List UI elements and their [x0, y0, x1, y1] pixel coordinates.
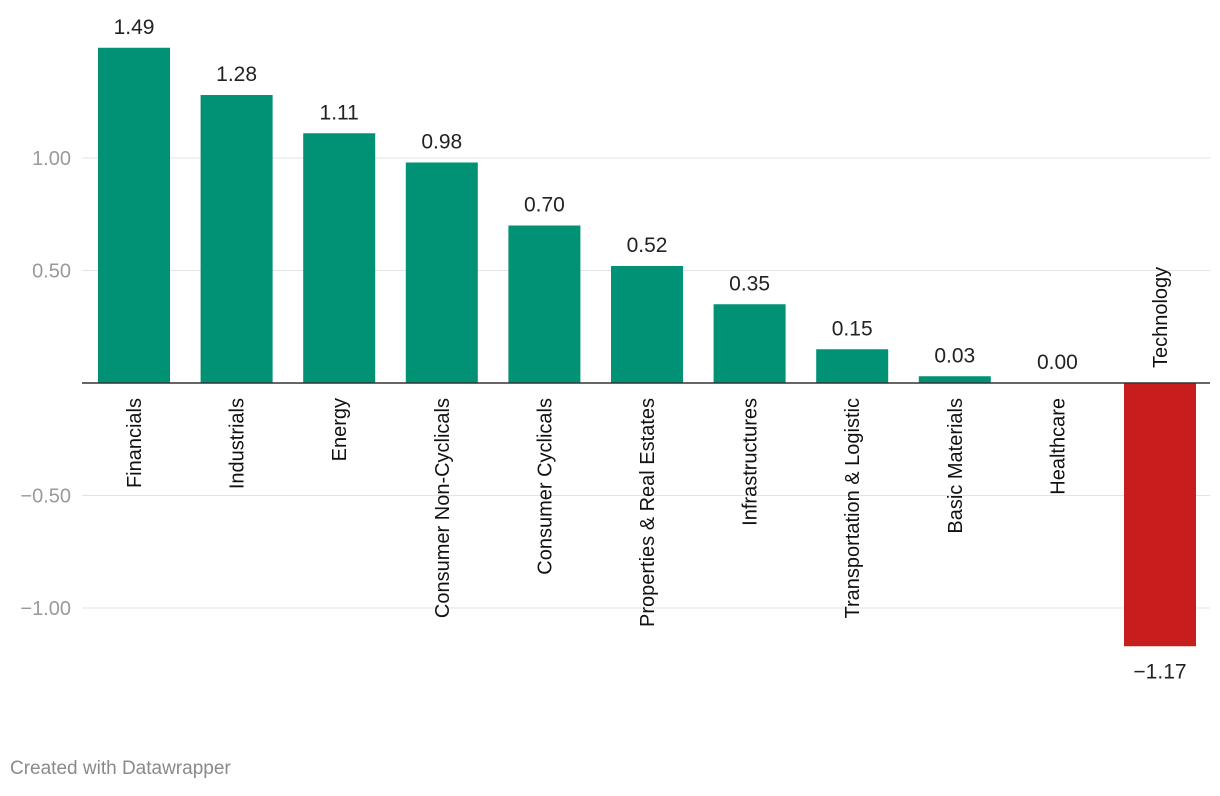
- bar-energy: [303, 133, 376, 383]
- bar-properties-real-estates: [611, 266, 683, 383]
- category-label: Properties & Real Estates: [637, 398, 659, 627]
- category-labels: Financials Industrials Energy Consumer Non-…: [124, 267, 1172, 627]
- value-label: 0.70: [524, 194, 565, 217]
- value-label: 0.00: [1037, 351, 1078, 374]
- bar-consumer-non-cyclicals: [405, 162, 478, 383]
- y-tick-label: 1.00: [32, 148, 71, 170]
- value-label: −1.17: [1133, 660, 1186, 683]
- category-label: Industrials: [227, 398, 249, 489]
- value-label: 0.52: [627, 234, 668, 257]
- value-label: 0.35: [729, 272, 770, 295]
- value-label: 1.28: [216, 63, 257, 86]
- category-label: Consumer Non-Cyclicals: [432, 398, 454, 618]
- bar-basic-materials: [918, 376, 991, 383]
- category-label: Technology: [1150, 267, 1172, 368]
- bars: [82, 47, 1210, 647]
- value-label: 1.11: [320, 101, 359, 124]
- category-label: Healthcare: [1047, 398, 1069, 495]
- category-label: Consumer Cyclicals: [534, 398, 556, 575]
- value-label: 0.98: [421, 131, 462, 154]
- category-label: Financials: [124, 398, 146, 488]
- bar-consumer-cyclicals: [508, 225, 581, 383]
- y-axis-ticks: 1.00 0.50 −0.50 −1.00: [20, 148, 71, 620]
- category-label: Energy: [329, 398, 351, 461]
- bar-transportation-logistic: [816, 349, 889, 383]
- bar-infrastructures: [713, 304, 786, 383]
- category-label: Transportation & Logistic: [842, 398, 864, 618]
- y-tick-label: −1.00: [20, 598, 71, 620]
- category-label: Infrastructures: [740, 398, 762, 526]
- y-tick-label: −0.50: [20, 486, 71, 508]
- bar-financials: [98, 47, 170, 383]
- category-label: Basic Materials: [945, 398, 967, 534]
- value-label: 0.15: [832, 317, 873, 340]
- value-labels: 1.49 1.28 1.11 0.98 0.70 0.52 0.35 0.15 0.03 0.00…: [114, 16, 1187, 684]
- y-tick-label: 0.50: [32, 261, 71, 283]
- value-label: 0.03: [934, 344, 975, 367]
- credit-text: Created with Datawrapper: [10, 758, 231, 779]
- value-label: 1.49: [114, 16, 155, 39]
- bar-industrials: [200, 95, 273, 383]
- bar-technology: [1124, 383, 1196, 647]
